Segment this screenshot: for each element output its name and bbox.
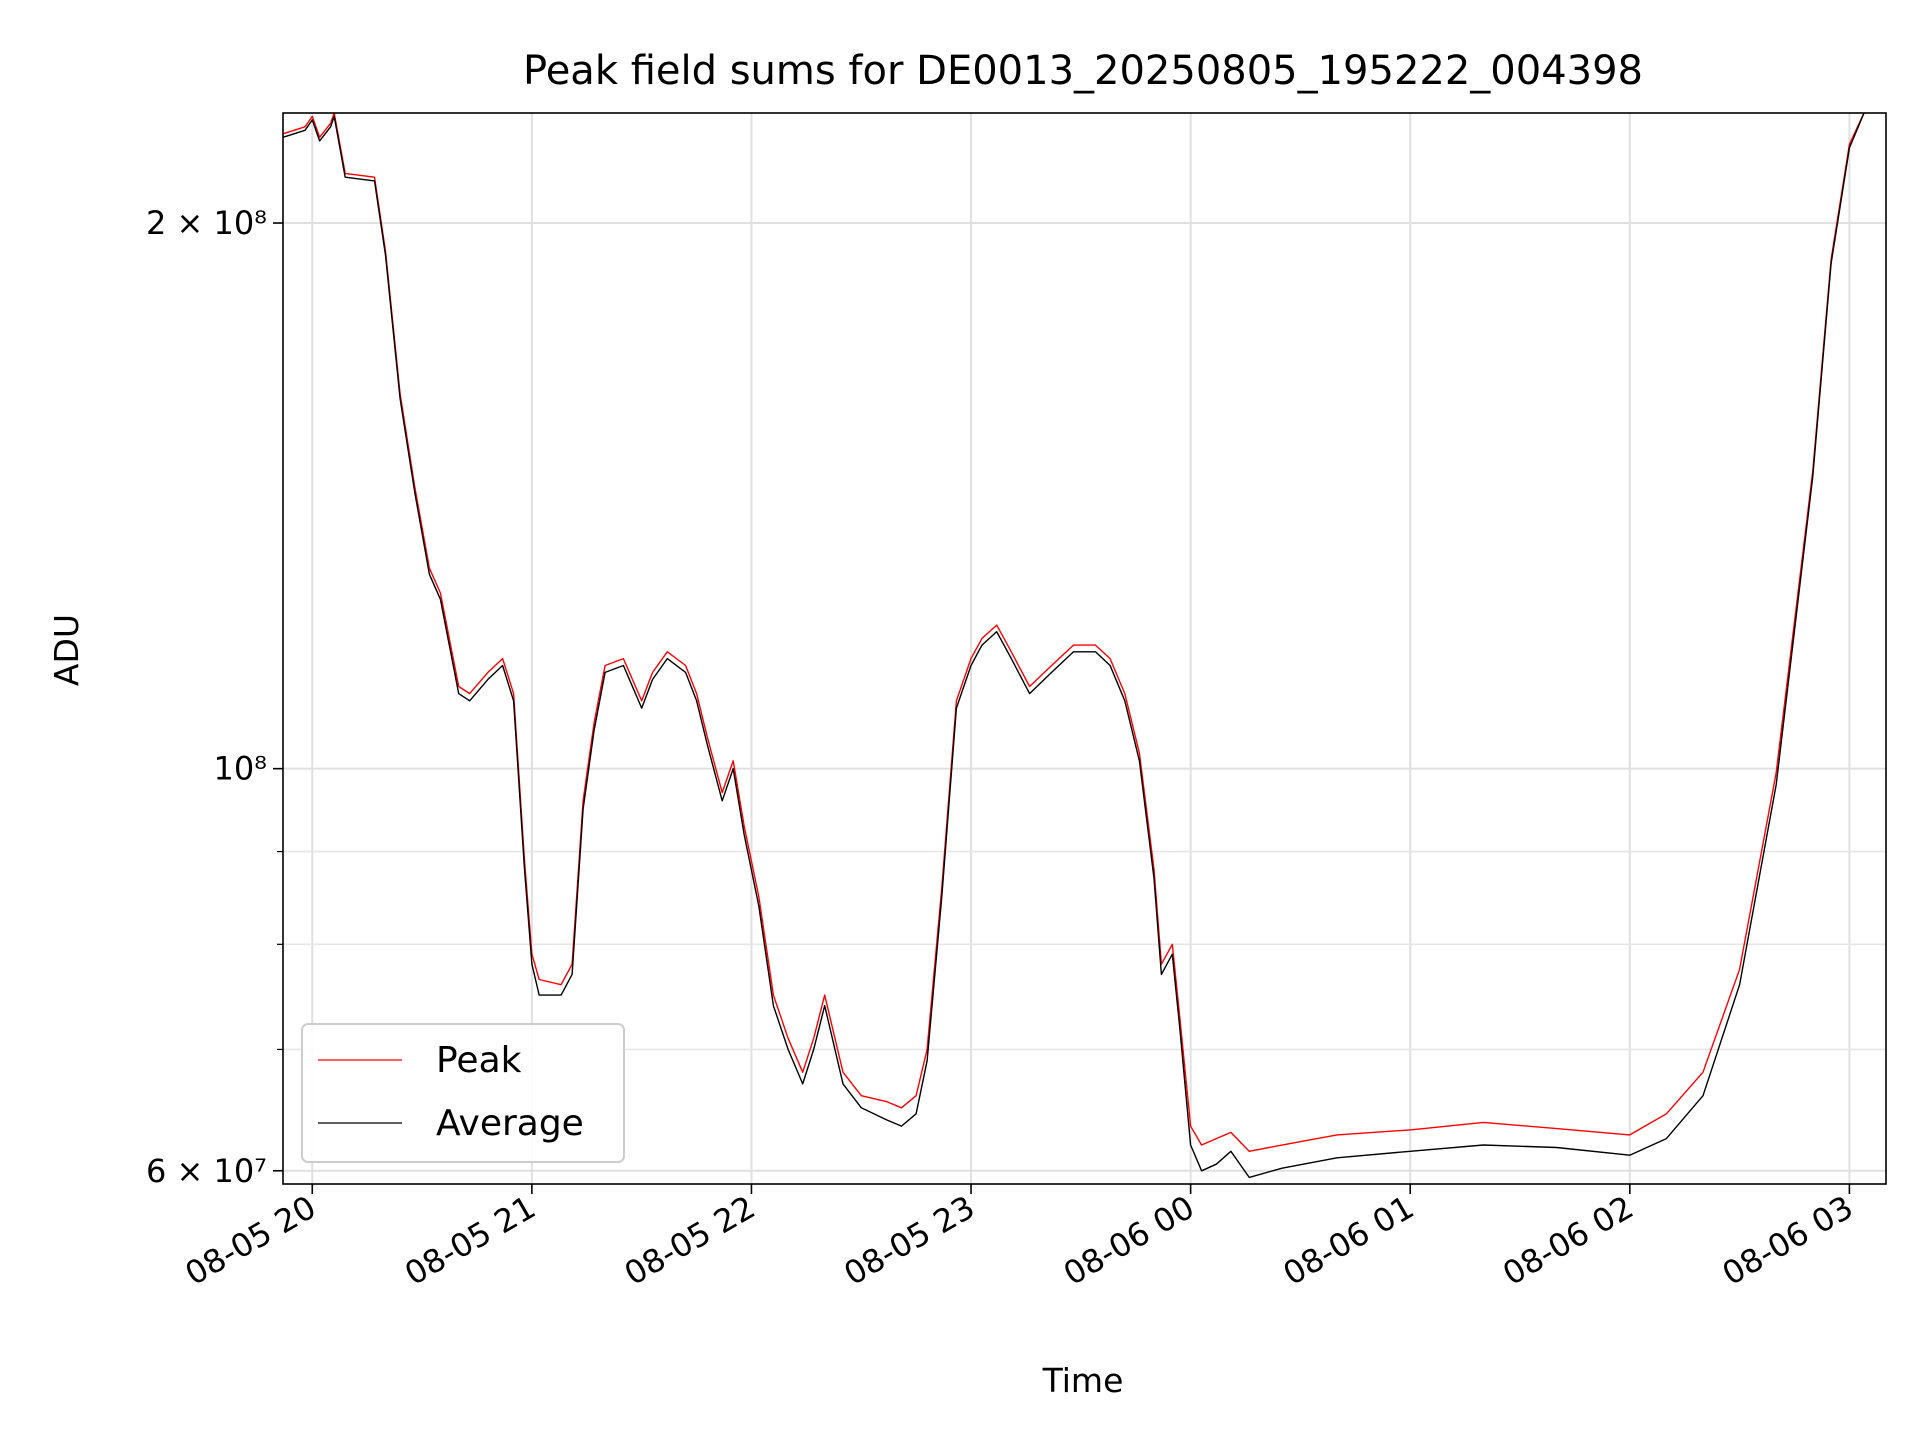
legend-label-peak: Peak (436, 1040, 522, 1081)
series-lines (282, 112, 1865, 1179)
y-tick-label: 10⁸ (213, 750, 267, 788)
y-axis-title: ADU (47, 614, 86, 686)
plot-frame (282, 112, 1887, 1185)
chart-title: Peak field sums for DE0013_20250805_1952… (523, 48, 1643, 94)
y-tick-label: 2 × 10⁸ (146, 204, 267, 242)
legend-label-average: Average (436, 1103, 584, 1144)
y-tick-label: 6 × 10⁷ (146, 1152, 267, 1190)
series-line-peak (282, 112, 1865, 1152)
legend: Peak Average (301, 1023, 625, 1163)
series-line-average (282, 112, 1865, 1179)
grid (283, 113, 1886, 1184)
x-axis-title: Time (1042, 1361, 1124, 1400)
legend-box (301, 1023, 625, 1163)
